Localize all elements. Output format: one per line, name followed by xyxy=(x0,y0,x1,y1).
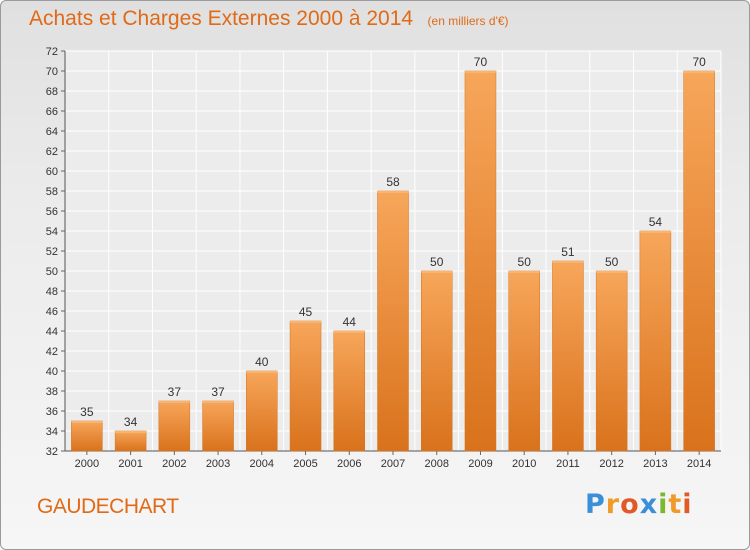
logo-letter: i xyxy=(682,489,693,520)
data-label: 40 xyxy=(255,355,269,369)
chart-unit: (en milliers d'€) xyxy=(427,14,509,28)
bar-top-highlight xyxy=(421,271,453,273)
y-tick-label: 32 xyxy=(46,446,58,458)
bar xyxy=(508,270,540,452)
bar xyxy=(552,260,584,452)
data-label: 70 xyxy=(474,55,488,69)
y-tick-label: 40 xyxy=(46,366,58,378)
y-tick-label: 66 xyxy=(46,106,58,118)
x-tick-label: 2001 xyxy=(118,458,142,470)
x-tick-label: 2011 xyxy=(556,458,580,470)
logo-letter: o xyxy=(620,489,640,520)
bar xyxy=(464,70,497,452)
data-label: 50 xyxy=(430,255,444,269)
y-tick-label: 62 xyxy=(46,146,58,158)
bar-top-highlight xyxy=(290,321,322,323)
bar-top-highlight xyxy=(683,71,715,73)
bar xyxy=(639,230,672,452)
data-label: 45 xyxy=(299,305,313,319)
bar-top-highlight xyxy=(202,401,234,403)
data-label: 51 xyxy=(561,245,575,259)
y-tick-label: 44 xyxy=(46,326,58,338)
x-tick-label: 2010 xyxy=(512,458,536,470)
chart-title: Achats et Charges Externes 2000 à 2014 xyxy=(29,7,414,30)
data-label: 37 xyxy=(211,385,225,399)
logo-letter: x xyxy=(639,489,659,520)
chart-header: Achats et Charges Externes 2000 à 2014 (… xyxy=(29,7,509,31)
bar xyxy=(202,400,234,452)
x-tick-label: 2003 xyxy=(206,458,230,470)
bars xyxy=(71,70,715,452)
y-tick-label: 58 xyxy=(46,186,58,198)
bar-top-highlight xyxy=(377,191,409,193)
data-label: 58 xyxy=(386,175,400,189)
bar-top-highlight xyxy=(508,271,540,273)
y-tick-label: 70 xyxy=(46,66,58,78)
y-tick-label: 42 xyxy=(46,346,58,358)
data-label: 70 xyxy=(692,55,706,69)
x-tick-label: 2006 xyxy=(337,458,361,470)
bar xyxy=(71,420,103,452)
x-tick-label: 2014 xyxy=(687,458,711,470)
y-tick-label: 36 xyxy=(46,406,58,418)
bar xyxy=(246,370,278,452)
bar xyxy=(595,270,628,452)
bar-top-highlight xyxy=(552,261,584,263)
x-tick-label: 2009 xyxy=(468,458,492,470)
y-tick-label: 46 xyxy=(46,306,58,318)
bar xyxy=(158,400,191,452)
bar xyxy=(114,430,147,452)
bar-top-highlight xyxy=(639,231,671,233)
bar xyxy=(333,330,366,452)
x-tick-label: 2008 xyxy=(424,458,448,470)
data-label: 44 xyxy=(343,315,357,329)
bar xyxy=(683,70,715,452)
x-tick-label: 2012 xyxy=(599,458,623,470)
x-tick-label: 2002 xyxy=(162,458,186,470)
data-label: 50 xyxy=(518,255,532,269)
data-labels: 35 34 37 37 40 45 44 58 50 70 50 51 50 54 70 xyxy=(80,55,706,429)
y-tick-label: 56 xyxy=(46,206,58,218)
x-tick-label: 2007 xyxy=(381,458,405,470)
y-tick-label: 34 xyxy=(46,426,58,438)
y-tick-label: 60 xyxy=(46,166,58,178)
y-tick-label: 52 xyxy=(46,246,58,258)
x-tick-label: 2000 xyxy=(75,458,99,470)
x-tick-label: 2005 xyxy=(293,458,317,470)
logo-letter: r xyxy=(605,489,621,520)
bar-top-highlight xyxy=(115,431,147,433)
logo-letter: t xyxy=(668,489,683,520)
logo-letter: i xyxy=(658,489,669,520)
data-label: 34 xyxy=(124,415,138,429)
data-label: 35 xyxy=(80,405,94,419)
bar-top-highlight xyxy=(71,421,103,423)
bar-top-highlight xyxy=(158,401,190,403)
bar xyxy=(420,270,453,452)
y-tick-label: 38 xyxy=(46,386,58,398)
bar-top-highlight xyxy=(246,371,278,373)
data-label: 54 xyxy=(649,215,663,229)
bar xyxy=(377,190,409,452)
y-tick-label: 54 xyxy=(46,226,58,238)
x-tick-label: 2013 xyxy=(643,458,667,470)
x-tick-label: 2004 xyxy=(250,458,274,470)
y-tick-label: 48 xyxy=(46,286,58,298)
bar-top-highlight xyxy=(333,331,365,333)
data-label: 50 xyxy=(605,255,619,269)
y-tick-label: 50 xyxy=(46,266,58,278)
y-tick-label: 72 xyxy=(46,46,58,58)
y-tick-label: 68 xyxy=(46,86,58,98)
proxiti-logo: Proxiti xyxy=(585,489,693,520)
bar xyxy=(289,320,322,452)
data-label: 37 xyxy=(168,385,182,399)
y-tick-label: 64 xyxy=(46,126,58,138)
commune-name: GAUDECHART xyxy=(37,495,179,518)
bar-top-highlight xyxy=(464,71,496,73)
bar-top-highlight xyxy=(596,271,628,273)
logo-letter: P xyxy=(585,489,606,520)
